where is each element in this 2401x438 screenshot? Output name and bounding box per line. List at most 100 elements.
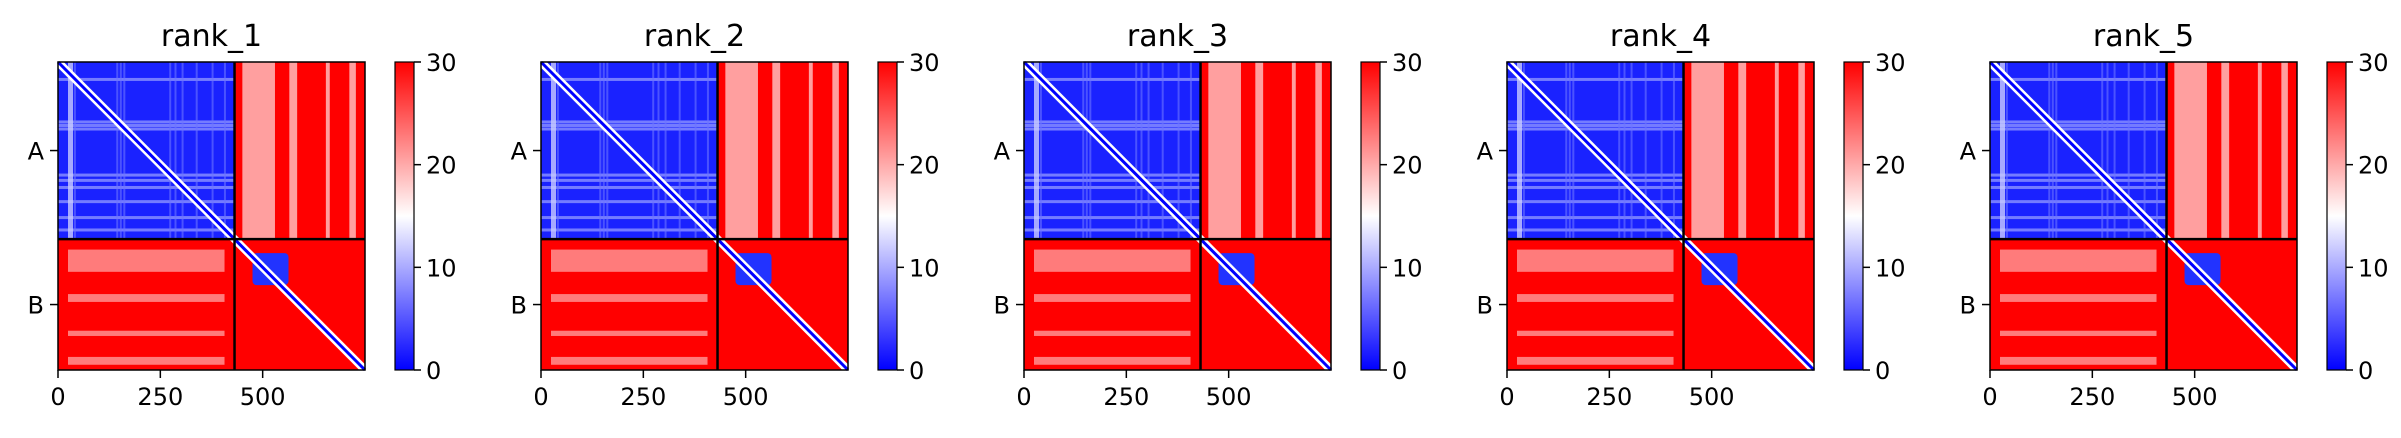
heatmap-stripe <box>2257 62 2262 240</box>
heatmap-stripe <box>289 62 298 240</box>
plot-frame <box>540 61 849 371</box>
heatmap-stripe <box>349 62 356 240</box>
heatmap-band <box>551 62 556 240</box>
x-tick-label: 250 <box>1586 383 1632 411</box>
heatmap-band <box>58 77 235 81</box>
heatmap-band <box>1507 120 1684 124</box>
heatmap-band <box>556 62 559 240</box>
heatmap-band <box>2051 62 2054 240</box>
heatmap-band <box>58 216 235 220</box>
heatmap-band <box>1990 77 2167 81</box>
heatmap-band <box>664 62 667 240</box>
heatmap-stripe <box>2000 249 2157 272</box>
plot-frame <box>1989 61 2298 371</box>
heatmap-band <box>116 62 119 240</box>
heatmap-band <box>1024 178 1201 182</box>
heatmap-stripe <box>68 249 225 272</box>
heatmap-stripe <box>68 330 225 336</box>
panel-title: rank_1 <box>161 19 262 54</box>
heatmap-band <box>1507 185 1684 189</box>
heatmap-band <box>1140 62 1143 240</box>
heatmap-band <box>58 200 235 204</box>
heatmap-band <box>1990 123 2167 127</box>
heatmap-band <box>1507 228 1684 232</box>
chain-label: A <box>511 138 528 166</box>
colorbar-tick-label: 0 <box>1392 357 1407 385</box>
heatmap-diagonal <box>56 60 367 372</box>
heatmap-band <box>58 173 235 177</box>
heatmap-band <box>694 62 697 240</box>
heatmap-band <box>652 62 655 240</box>
panel-title: rank_4 <box>1610 19 1711 54</box>
heatmap-band <box>1507 178 1684 182</box>
colorbar-tick-label: 0 <box>909 357 924 385</box>
x-tick-label: 500 <box>1206 383 1252 411</box>
heatmap-stripe <box>1774 62 1779 240</box>
heatmap-band <box>1507 200 1684 204</box>
heatmap-stripe <box>1517 330 1674 336</box>
heatmap-band <box>541 120 718 124</box>
heatmap-band <box>1024 127 1201 131</box>
x-tick-label: 250 <box>1103 383 1149 411</box>
heatmap-band <box>1990 127 2167 131</box>
pae-panel: rank_2 0 250 500 A B 0 10 20 30 <box>511 19 940 411</box>
heatmap-stripe <box>2221 62 2230 240</box>
colorbar-tick-label: 0 <box>2358 357 2373 385</box>
heatmap-stripe <box>772 62 781 240</box>
heatmap-band <box>2101 62 2104 240</box>
heatmap-band <box>1177 62 1180 240</box>
chain-label: B <box>511 292 527 320</box>
colorbar-tick-label: 30 <box>2358 49 2389 77</box>
heatmap-band <box>1618 62 1621 240</box>
heatmap-band <box>1024 123 1201 127</box>
heatmap-band <box>541 77 718 81</box>
heatmap-stripe <box>808 62 813 240</box>
colorbar-tick-label: 20 <box>909 152 940 180</box>
heatmap-band <box>1507 127 1684 131</box>
heatmap-band <box>602 62 605 240</box>
heatmap-stripe <box>1208 62 1241 240</box>
colorbar-tick-label: 10 <box>2358 254 2389 282</box>
x-tick-label: 500 <box>240 383 286 411</box>
heatmap-band <box>1990 228 2167 232</box>
heatmap-stripe <box>325 62 330 240</box>
heatmap-band <box>1034 62 1039 240</box>
colorbar-tick-label: 20 <box>1875 152 1906 180</box>
colorbar-tick-label: 20 <box>426 152 457 180</box>
heatmap-band <box>541 185 718 189</box>
colorbar <box>1360 61 1381 371</box>
heatmap-band <box>1623 62 1626 240</box>
heatmap-stripe <box>68 294 225 302</box>
chain-label: A <box>28 138 45 166</box>
heatmap-band <box>1039 62 1042 240</box>
heatmap-stripe <box>1255 62 1264 240</box>
heatmap-band <box>1507 77 1684 81</box>
heatmap-stripe <box>2000 356 2157 365</box>
heatmap-band <box>541 216 718 220</box>
panel-title: rank_3 <box>1127 19 1228 54</box>
x-tick-label: 500 <box>1689 383 1735 411</box>
x-tick-label: 0 <box>1982 383 1997 411</box>
heatmap-stripe <box>551 356 708 365</box>
heatmap-band <box>541 228 718 232</box>
heatmap-band <box>1089 62 1092 240</box>
x-tick-label: 250 <box>620 383 666 411</box>
heatmap-band <box>606 62 609 240</box>
heatmap-band <box>599 62 602 240</box>
heatmap-band <box>58 123 235 127</box>
heatmap-diagonal <box>1505 60 1816 372</box>
heatmap-band <box>706 62 709 240</box>
heatmap-band <box>1024 120 1201 124</box>
colorbar <box>394 61 415 371</box>
heatmap-band <box>1644 62 1647 240</box>
heatmap-stripe <box>1738 62 1747 240</box>
colorbar-tick-label: 20 <box>2358 152 2389 180</box>
heatmap-band <box>1024 216 1201 220</box>
chain-label: B <box>994 292 1010 320</box>
chain-label: B <box>1477 292 1493 320</box>
chain-label: B <box>1960 292 1976 320</box>
heatmap-band <box>1630 62 1633 240</box>
colorbar-tick-label: 30 <box>1875 49 1906 77</box>
heatmap-band <box>58 127 235 131</box>
